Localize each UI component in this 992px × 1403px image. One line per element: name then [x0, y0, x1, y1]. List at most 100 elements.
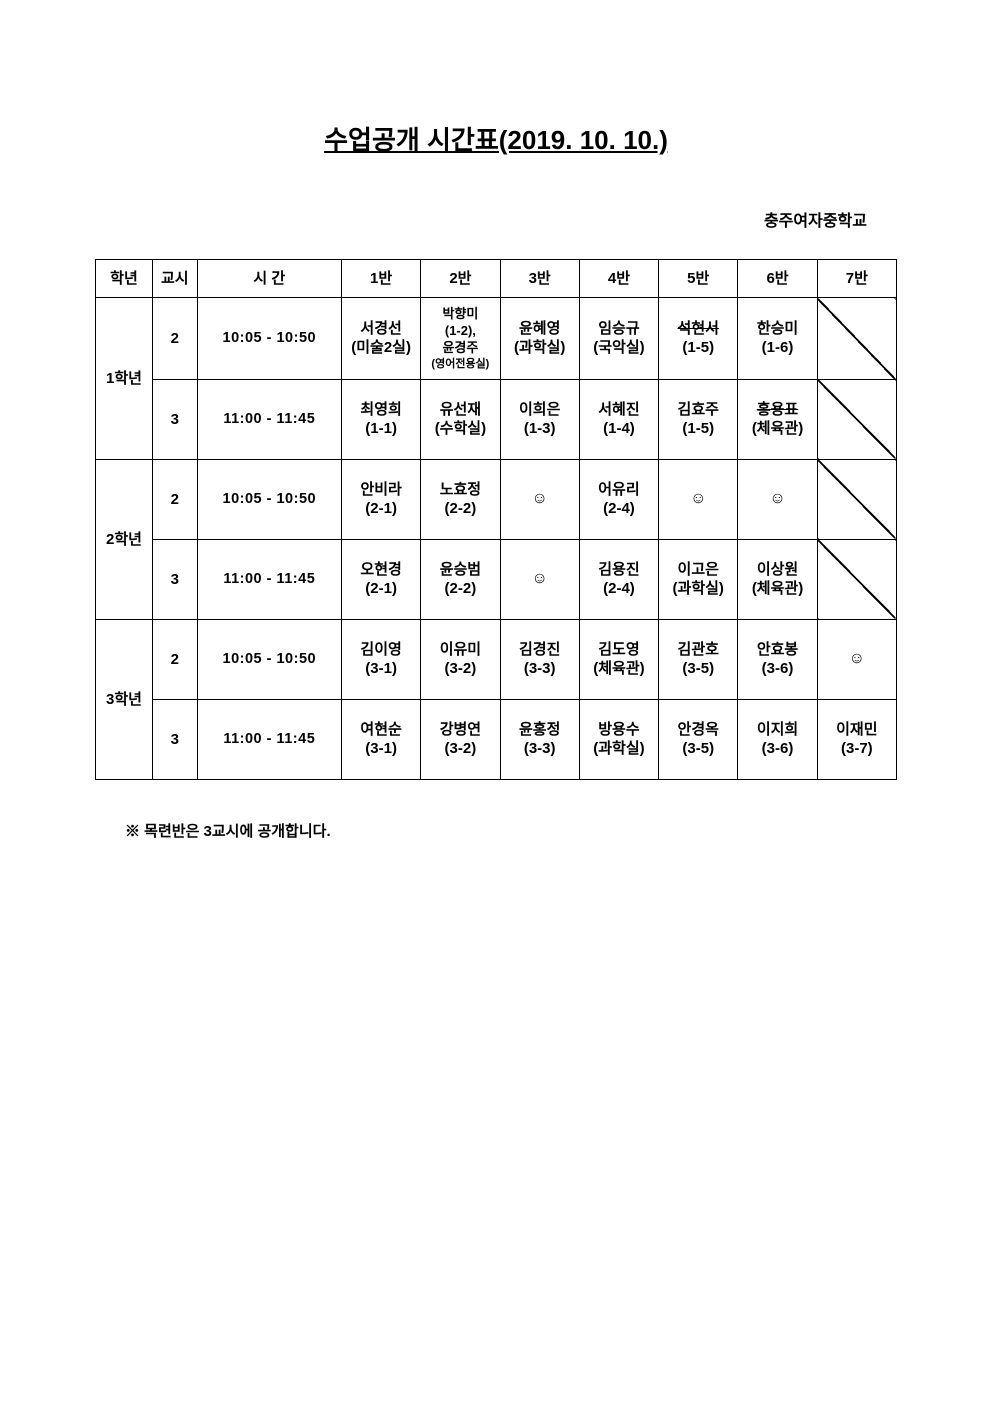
teacher-name: 안경옥: [661, 720, 735, 740]
room: (3-2): [423, 659, 497, 679]
teacher-name: 한승미: [740, 319, 814, 339]
teacher-name: 이희은: [503, 400, 577, 420]
empty-cell: [817, 379, 896, 459]
table-row: 3학년 2 10:05 - 10:50 김이영 (3-1) 이유미 (3-2) …: [96, 619, 897, 699]
teacher-name: 어유리: [582, 480, 656, 500]
cell: 김용진 (2-4): [579, 539, 658, 619]
cell: 이유미 (3-2): [421, 619, 500, 699]
room: (3-2): [423, 739, 497, 759]
room: (수학실): [423, 419, 497, 439]
period-cell: 2: [152, 298, 197, 380]
cell: 임승규 (국악실): [579, 298, 658, 380]
teacher-name: 윤혜영: [503, 319, 577, 339]
teacher-name: 박향미: [423, 306, 497, 323]
th-c3: 3반: [500, 260, 579, 298]
smiley-cell: ☺: [817, 619, 896, 699]
teacher-name: 이지희: [740, 720, 814, 740]
grade-cell: 2학년: [96, 459, 153, 619]
teacher-name: 서혜진: [582, 400, 656, 420]
cell: 방용수 (과학실): [579, 699, 658, 779]
smiley-cell: ☺: [500, 539, 579, 619]
empty-cell: [817, 298, 896, 380]
teacher-name: 임승규: [582, 319, 656, 339]
cell: 노효정 (2-2): [421, 459, 500, 539]
teacher-name: 방용수: [582, 720, 656, 740]
cell: 최영희 (1-1): [341, 379, 420, 459]
th-c5: 5반: [659, 260, 738, 298]
room: (1-4): [582, 419, 656, 439]
smiley-cell: ☺: [659, 459, 738, 539]
teacher-name: 김효주: [661, 400, 735, 420]
room: (3-6): [740, 739, 814, 759]
teacher-name: 김관호: [661, 640, 735, 660]
table-row: 3 11:00 - 11:45 여현순 (3-1) 강병연 (3-2) 윤홍정 …: [96, 699, 897, 779]
teacher-name: 김이영: [344, 640, 418, 660]
grade-cell: 1학년: [96, 298, 153, 460]
teacher-name: 김도영: [582, 640, 656, 660]
teacher-name: 오현경: [344, 560, 418, 580]
teacher-name: 유선재: [423, 400, 497, 420]
room: (2-1): [344, 579, 418, 599]
th-c6: 6반: [738, 260, 817, 298]
cell: 어유리 (2-4): [579, 459, 658, 539]
period-cell: 3: [152, 379, 197, 459]
room: (3-1): [344, 739, 418, 759]
page-title: 수업공개 시간표(2019. 10. 10.): [95, 120, 897, 157]
teacher-name: 노효정: [423, 480, 497, 500]
time-cell: 11:00 - 11:45: [197, 539, 341, 619]
cell: 여현순 (3-1): [341, 699, 420, 779]
room: (국악실): [582, 338, 656, 358]
cell: 김관호 (3-5): [659, 619, 738, 699]
room: (2-4): [582, 579, 656, 599]
th-grade: 학년: [96, 260, 153, 298]
teacher-name: 이유미: [423, 640, 497, 660]
teacher-name: 서경선: [344, 319, 418, 339]
smiley-cell: ☺: [738, 459, 817, 539]
room: (2-2): [423, 499, 497, 519]
time-cell: 11:00 - 11:45: [197, 699, 341, 779]
cell: 한승미 (1-6): [738, 298, 817, 380]
room: (미술2실): [344, 338, 418, 358]
period-cell: 2: [152, 619, 197, 699]
cell: 안경옥 (3-5): [659, 699, 738, 779]
cell: 윤홍정 (3-3): [500, 699, 579, 779]
period-cell: 3: [152, 539, 197, 619]
cell: 이희은 (1-3): [500, 379, 579, 459]
room: (3-3): [503, 739, 577, 759]
th-c2: 2반: [421, 260, 500, 298]
teacher-name: 이고은: [661, 560, 735, 580]
period-cell: 2: [152, 459, 197, 539]
teacher-name: 윤승범: [423, 560, 497, 580]
room: (2-2): [423, 579, 497, 599]
time-cell: 10:05 - 10:50: [197, 459, 341, 539]
teacher-name: 안효봉: [740, 640, 814, 660]
cell: 서경선 (미술2실): [341, 298, 420, 380]
teacher-name: 김경진: [503, 640, 577, 660]
cell: 안효봉 (3-6): [738, 619, 817, 699]
room: (체육관): [582, 659, 656, 679]
cell: 강병연 (3-2): [421, 699, 500, 779]
room: (1-5): [661, 419, 735, 439]
grade-cell: 3학년: [96, 619, 153, 779]
th-c7: 7반: [817, 260, 896, 298]
room: (1-1): [344, 419, 418, 439]
table-row: 1학년 2 10:05 - 10:50 서경선 (미술2실) 박향미 (1-2)…: [96, 298, 897, 380]
teacher-name: 홍용표: [740, 400, 814, 420]
room: (3-6): [740, 659, 814, 679]
room: (2-1): [344, 499, 418, 519]
room: (1-6): [740, 338, 814, 358]
cell: 김이영 (3-1): [341, 619, 420, 699]
cell: 서혜진 (1-4): [579, 379, 658, 459]
room: (영어전용실): [423, 357, 497, 371]
teacher-name: 최영희: [344, 400, 418, 420]
cell: 유선재 (수학실): [421, 379, 500, 459]
cell: 김경진 (3-3): [500, 619, 579, 699]
period-cell: 3: [152, 699, 197, 779]
school-name: 충주여자중학교: [95, 207, 897, 231]
room: (체육관): [740, 579, 814, 599]
teacher-name: 이재민: [820, 720, 894, 740]
room: (체육관): [740, 419, 814, 439]
table-row: 3 11:00 - 11:45 최영희 (1-1) 유선재 (수학실) 이희은 …: [96, 379, 897, 459]
cell: 박향미 (1-2), 윤경주 (영어전용실): [421, 298, 500, 380]
room: (2-4): [582, 499, 656, 519]
